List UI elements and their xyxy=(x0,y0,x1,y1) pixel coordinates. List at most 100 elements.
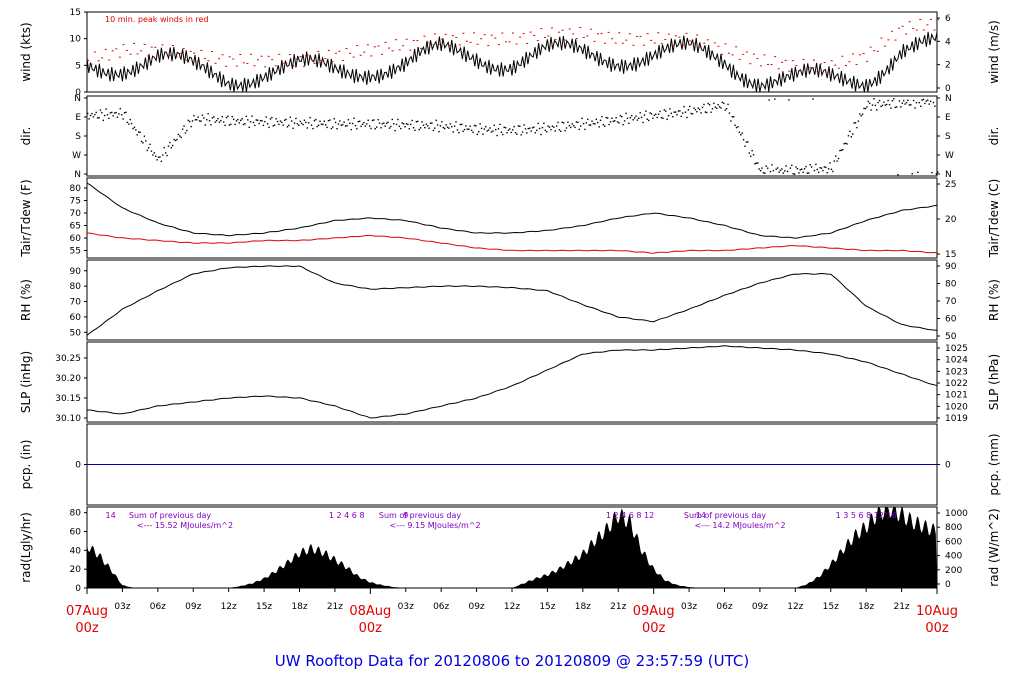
peak-wind-mark xyxy=(933,29,936,31)
dir-point xyxy=(173,138,175,141)
dir-point xyxy=(496,134,498,137)
x-tick-label: 09z xyxy=(185,602,201,612)
peak-wind-mark xyxy=(370,55,373,57)
dir-point xyxy=(597,121,599,124)
dir-point xyxy=(803,168,806,170)
peak-wind-mark xyxy=(742,53,745,55)
dir-point xyxy=(744,145,746,148)
peak-wind-mark xyxy=(915,29,918,31)
dir-point xyxy=(553,126,555,128)
dir-point xyxy=(105,108,107,110)
dir-point xyxy=(861,113,864,115)
dir-point xyxy=(320,123,323,125)
ylabel-right: RH (%) xyxy=(987,279,1001,321)
dir-point xyxy=(479,123,481,125)
dir-point xyxy=(371,119,374,122)
dir-point xyxy=(424,126,426,129)
dir-point xyxy=(536,129,538,132)
tick-label-left: 15 xyxy=(70,8,81,18)
dir-point xyxy=(898,100,901,102)
dir-point xyxy=(478,131,480,133)
dir-point xyxy=(218,121,221,123)
peak-wind-mark xyxy=(161,44,164,46)
dir-point xyxy=(363,121,365,124)
dir-point xyxy=(764,172,766,174)
dir-point xyxy=(690,112,692,115)
dir-point xyxy=(908,104,911,106)
dir-point xyxy=(679,110,681,112)
dir-point xyxy=(778,171,780,173)
peak-wind-mark xyxy=(380,53,383,55)
dir-point xyxy=(876,109,878,111)
peak-wind-mark xyxy=(504,41,507,43)
dir-point xyxy=(492,130,494,132)
dir-point xyxy=(605,116,607,119)
dir-point xyxy=(449,123,452,125)
peak-wind-mark xyxy=(317,51,320,53)
dir-point xyxy=(514,131,517,134)
dir-point xyxy=(905,101,908,104)
dir-point xyxy=(628,122,630,124)
dir-point xyxy=(167,145,170,147)
peak-wind-mark xyxy=(285,62,288,64)
dir-point xyxy=(921,99,923,101)
peak-wind-mark xyxy=(232,58,235,60)
dir-point xyxy=(421,121,423,123)
dir-point xyxy=(859,113,861,115)
peak-wind-mark xyxy=(809,67,812,69)
dir-point xyxy=(135,129,137,131)
dir-point xyxy=(224,124,226,127)
tick-label-right: E xyxy=(945,113,951,123)
dir-point xyxy=(888,104,891,106)
dir-point xyxy=(155,155,157,157)
dir-point xyxy=(928,103,930,105)
tick-label-right: 25 xyxy=(945,180,956,190)
peak-wind-mark xyxy=(129,53,132,55)
dir-point xyxy=(595,118,597,121)
dir-point xyxy=(99,109,102,111)
tick-label-left: 80 xyxy=(70,282,82,292)
dir-point xyxy=(234,123,236,126)
dir-point xyxy=(493,124,495,127)
dir-point xyxy=(813,169,816,172)
peak-wind-mark xyxy=(788,70,791,72)
peak-wind-mark xyxy=(586,35,589,37)
dir-point xyxy=(805,165,807,168)
dir-point xyxy=(784,170,786,172)
dir-point xyxy=(458,131,460,134)
dir-point xyxy=(622,123,624,126)
peak-wind-mark xyxy=(710,51,713,53)
dir-point xyxy=(296,123,299,125)
dir-point xyxy=(113,112,116,114)
dir-point xyxy=(551,125,554,127)
dir-point xyxy=(922,98,925,101)
dir-point xyxy=(96,117,99,119)
dir-point xyxy=(351,122,354,125)
ylabel-right: SLP (hPa) xyxy=(987,354,1001,410)
dir-point xyxy=(635,115,637,117)
peak-wind-mark xyxy=(827,71,830,73)
dir-point xyxy=(503,126,505,129)
dir-point xyxy=(683,105,685,108)
peak-wind-mark xyxy=(791,60,794,62)
dir-point xyxy=(816,168,818,171)
dir-point xyxy=(176,138,178,141)
dir-point xyxy=(387,121,389,124)
peak-wind-mark xyxy=(589,28,592,30)
peak-wind-mark xyxy=(607,31,610,33)
peak-wind-mark xyxy=(937,19,939,21)
peak-wind-mark xyxy=(671,44,674,46)
dir-point xyxy=(609,121,612,123)
tick-label-right: 1022 xyxy=(945,379,968,389)
dir-point xyxy=(623,120,626,122)
peak-wind-mark xyxy=(724,43,727,45)
dir-point xyxy=(344,125,347,127)
dir-point xyxy=(935,173,937,175)
peak-wind-mark xyxy=(628,33,631,35)
dir-point xyxy=(475,125,477,127)
dir-point xyxy=(611,117,613,119)
dir-point xyxy=(231,115,233,118)
peak-wind-mark xyxy=(101,57,104,59)
dir-point xyxy=(701,106,704,109)
dir-point xyxy=(550,128,552,131)
